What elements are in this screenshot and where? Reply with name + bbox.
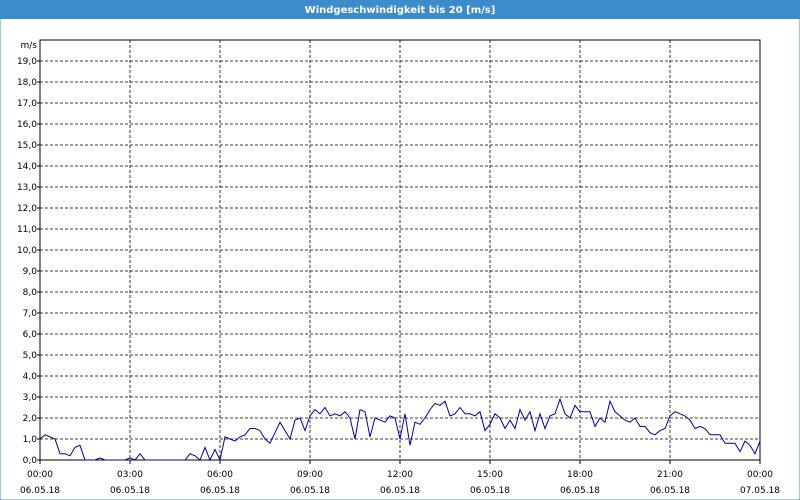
x-tick-date: 06.05.18 xyxy=(560,486,600,496)
y-tick-label: 16,0 xyxy=(17,120,37,130)
data-line xyxy=(39,397,761,462)
y-tick-label: 4,0 xyxy=(23,372,38,382)
x-tick-date: 06.05.18 xyxy=(380,486,420,496)
y-tick-label: 0,0 xyxy=(23,456,38,466)
y-tick-label: 7,0 xyxy=(23,309,38,319)
y-tick-label: 15,0 xyxy=(17,141,37,151)
y-tick-label: 19,0 xyxy=(17,57,37,67)
x-tick-label: 06:00 xyxy=(207,470,233,480)
x-tick-date: 06.05.18 xyxy=(470,486,510,496)
y-tick-label: 1,0 xyxy=(23,435,38,445)
x-tick-date: 06.05.18 xyxy=(110,486,150,496)
y-tick-label: 13,0 xyxy=(17,183,37,193)
y-tick-label: 11,0 xyxy=(17,225,37,235)
x-tick-label: 18:00 xyxy=(567,470,593,480)
y-tick-label: 6,0 xyxy=(23,330,38,340)
x-tick-label: 09:00 xyxy=(297,470,323,480)
y-tick-label: 9,0 xyxy=(23,267,38,277)
y-tick-label: 10,0 xyxy=(17,246,37,256)
x-tick-date: 06.05.18 xyxy=(290,486,330,496)
y-tick-label: 5,0 xyxy=(23,351,38,361)
x-tick-label: 12:00 xyxy=(387,470,413,480)
y-tick-label: 8,0 xyxy=(23,288,38,298)
x-tick-label: 21:00 xyxy=(657,470,683,480)
x-tick-date: 06.05.18 xyxy=(200,486,240,496)
y-tick-label: 2,0 xyxy=(23,414,38,424)
x-tick-label: 00:00 xyxy=(747,470,773,480)
x-tick-label: 00:00 xyxy=(27,470,53,480)
y-tick-label: 17,0 xyxy=(17,99,37,109)
y-tick-label: 18,0 xyxy=(17,78,37,88)
y-tick-label: 3,0 xyxy=(23,393,38,403)
y-axis-label: m/s xyxy=(21,41,38,51)
x-tick-label: 03:00 xyxy=(117,470,143,480)
x-tick-date: 06.05.18 xyxy=(650,486,690,496)
x-tick-date: 07.05.18 xyxy=(740,486,780,496)
y-tick-label: 12,0 xyxy=(17,204,37,214)
title-bar xyxy=(0,0,800,19)
chart-title: Windgeschwindigkeit bis 20 [m/s] xyxy=(305,5,496,16)
y-tick-label: 14,0 xyxy=(17,162,37,172)
x-tick-label: 15:00 xyxy=(477,470,503,480)
x-tick-date: 06.05.18 xyxy=(20,486,60,496)
